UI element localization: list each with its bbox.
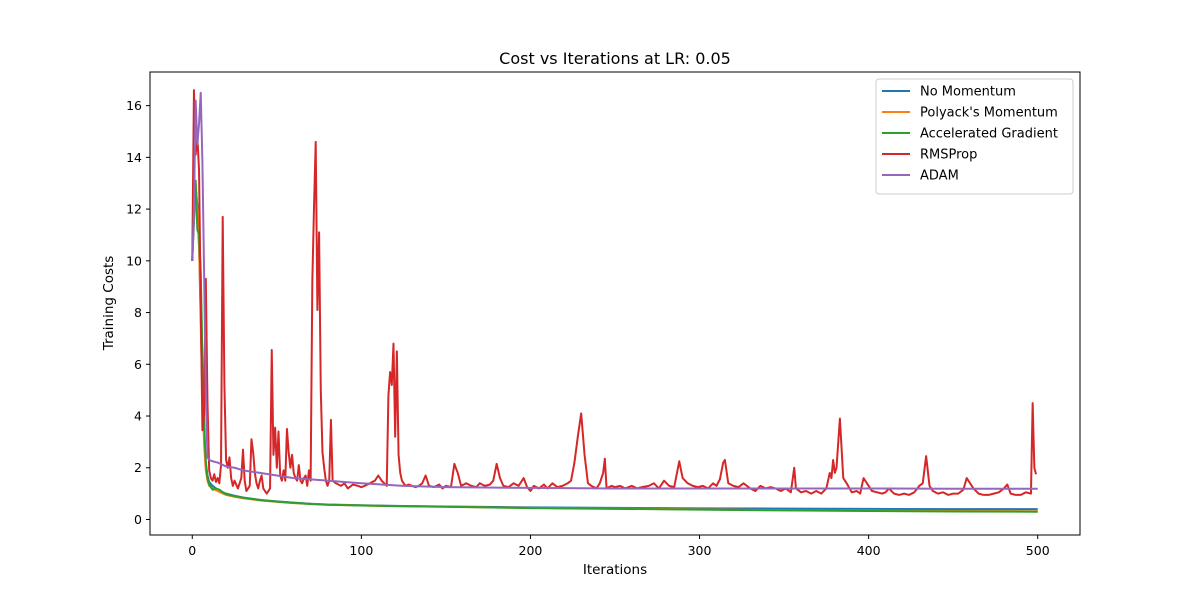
y-axis-label: Training Costs — [101, 256, 117, 352]
legend-label: ADAM — [920, 169, 959, 184]
series-line-rmsprop — [191, 89, 1038, 496]
chart-title: Cost vs Iterations at LR: 0.05 — [499, 49, 731, 68]
y-tick-label: 6 — [134, 357, 142, 372]
y-tick-label: 4 — [134, 409, 142, 424]
legend: No Momentum Polyack's Momentum Accelerated… — [875, 78, 1074, 195]
legend-box — [875, 78, 1074, 195]
x-tick-label: 0 — [188, 543, 196, 558]
legend-label: Accelerated Gradient — [920, 127, 1058, 142]
y-axis: 0 2 4 6 8 10 12 14 16 — [126, 98, 150, 527]
legend-label: Polyack's Momentum — [920, 106, 1058, 121]
legend-label: No Momentum — [920, 85, 1016, 100]
y-tick-label: 10 — [126, 253, 142, 268]
y-tick-label: 16 — [126, 98, 142, 113]
y-tick-label: 12 — [126, 202, 142, 217]
y-tick-label: 8 — [134, 305, 142, 320]
x-tick-label: 200 — [519, 543, 543, 558]
y-tick-label: 14 — [126, 150, 142, 165]
x-axis-label: Iterations — [583, 562, 647, 578]
series-line-accelerated-gradient — [191, 179, 1038, 513]
x-tick-label: 400 — [857, 543, 881, 558]
x-tick-label: 100 — [349, 543, 373, 558]
x-tick-label: 300 — [688, 543, 712, 558]
x-axis: 0 100 200 300 400 500 — [188, 535, 1050, 558]
x-tick-label: 500 — [1026, 543, 1050, 558]
y-tick-label: 2 — [134, 460, 142, 475]
y-tick-label: 0 — [134, 512, 142, 527]
series-line-adam — [191, 91, 1038, 490]
series-layer — [191, 89, 1038, 513]
axes-frame — [149, 71, 1081, 536]
legend-label: RMSProp — [920, 148, 977, 163]
